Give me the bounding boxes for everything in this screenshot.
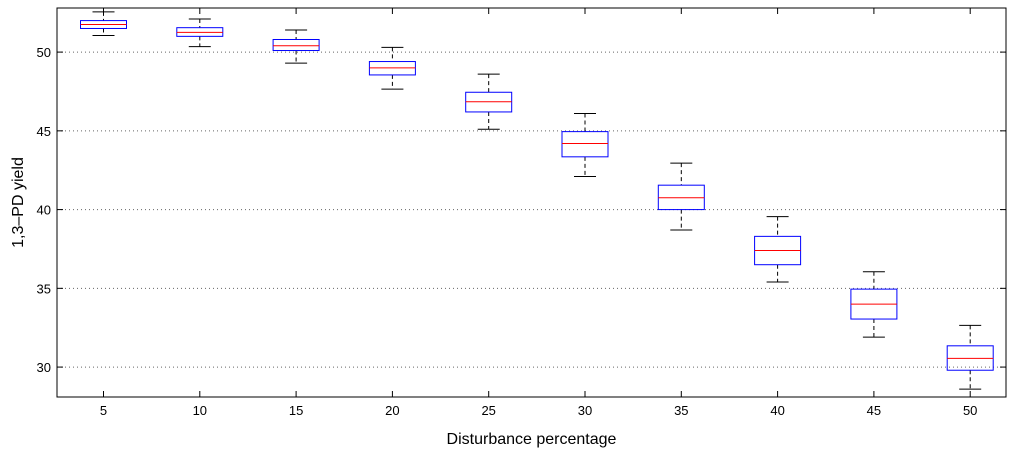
box-series <box>80 11 994 390</box>
x-tick-label: 25 <box>481 403 495 418</box>
plot-frame <box>56 7 1007 398</box>
x-tick-label: 50 <box>963 403 977 418</box>
x-tick-label: 30 <box>578 403 592 418</box>
x-tick-label: 15 <box>289 403 303 418</box>
x-tick-label: 35 <box>674 403 688 418</box>
grid-lines <box>57 51 1006 368</box>
box-25 <box>465 73 513 130</box>
x-tick-label: 20 <box>385 403 399 418</box>
box-20 <box>368 46 416 90</box>
iqr-box <box>561 131 609 158</box>
x-tick-label: 45 <box>867 403 881 418</box>
x-tick-label: 40 <box>770 403 784 418</box>
y-tick-label: 35 <box>37 281 51 296</box>
box-15 <box>272 29 320 64</box>
box-40 <box>754 216 802 283</box>
box-45 <box>850 271 898 338</box>
box-10 <box>176 18 224 48</box>
box-50 <box>946 324 994 390</box>
y-axis-label: 1,3–PD yield <box>10 157 27 248</box>
x-tick-label: 10 <box>193 403 207 418</box>
box-30 <box>561 113 609 178</box>
iqr-box <box>272 38 320 52</box>
box-5 <box>80 11 127 37</box>
y-tick-label: 45 <box>37 124 51 139</box>
box-35 <box>657 162 705 231</box>
x-tick-label: 5 <box>100 403 107 418</box>
x-axis-label: Disturbance percentage <box>447 431 617 448</box>
y-tick-label: 40 <box>37 203 51 218</box>
y-tick-label: 50 <box>37 45 51 60</box>
axis-ticks: 30 35 40 45 50 5 10 15 20 25 30 35 40 45 50 <box>37 8 1006 418</box>
y-tick-label: 30 <box>37 360 51 375</box>
